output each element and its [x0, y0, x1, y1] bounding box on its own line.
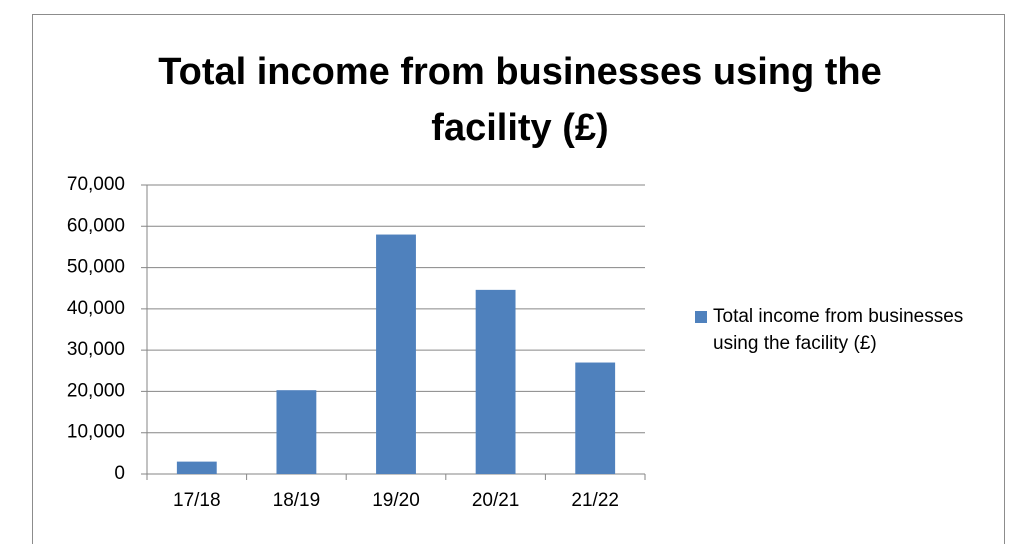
x-tick-label: 17/18	[173, 490, 221, 511]
legend-swatch	[695, 311, 707, 323]
x-tick-label: 19/20	[372, 490, 420, 511]
legend-label: Total income from businesses using the f…	[713, 306, 964, 354]
y-tick-label: 60,000	[67, 215, 125, 236]
chart-frame	[32, 14, 1005, 544]
y-tick-label: 70,000	[67, 174, 125, 195]
x-tick-label: 18/19	[273, 490, 321, 511]
chart-title: Total income from businesses using the f…	[158, 51, 882, 149]
legend: Total income from businesses using the f…	[695, 303, 1009, 357]
y-tick-label: 20,000	[67, 380, 125, 401]
y-tick-label: 50,000	[67, 257, 125, 278]
x-tick-label: 21/22	[571, 490, 619, 511]
bar	[176, 461, 217, 474]
x-tick-label: 20/21	[472, 490, 520, 511]
y-tick-label: 30,000	[67, 339, 125, 360]
bar	[575, 362, 616, 474]
y-tick-label: 40,000	[67, 298, 125, 319]
y-tick-label: 0	[114, 463, 125, 484]
bar	[276, 390, 317, 474]
y-tick-label: 10,000	[67, 422, 125, 443]
bar	[475, 289, 516, 474]
bar	[376, 234, 416, 474]
